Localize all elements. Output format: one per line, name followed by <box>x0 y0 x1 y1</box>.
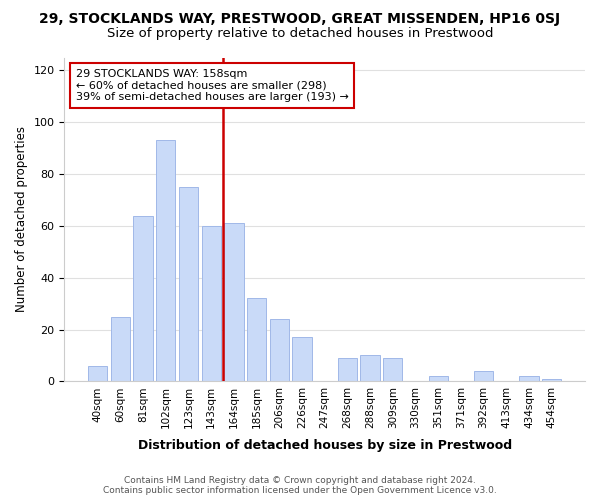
Bar <box>269 319 289 382</box>
Bar <box>111 316 130 382</box>
Text: Size of property relative to detached houses in Prestwood: Size of property relative to detached ho… <box>107 28 493 40</box>
Text: Contains HM Land Registry data © Crown copyright and database right 2024.
Contai: Contains HM Land Registry data © Crown c… <box>103 476 497 495</box>
Bar <box>202 226 221 382</box>
Bar <box>383 358 403 382</box>
Bar <box>292 338 311 382</box>
Bar <box>428 376 448 382</box>
Text: 29, STOCKLANDS WAY, PRESTWOOD, GREAT MISSENDEN, HP16 0SJ: 29, STOCKLANDS WAY, PRESTWOOD, GREAT MIS… <box>40 12 560 26</box>
Bar <box>156 140 175 382</box>
Bar <box>542 379 562 382</box>
Bar <box>224 224 244 382</box>
X-axis label: Distribution of detached houses by size in Prestwood: Distribution of detached houses by size … <box>137 440 512 452</box>
Y-axis label: Number of detached properties: Number of detached properties <box>15 126 28 312</box>
Bar <box>520 376 539 382</box>
Bar <box>474 371 493 382</box>
Bar <box>338 358 357 382</box>
Bar <box>361 356 380 382</box>
Text: 29 STOCKLANDS WAY: 158sqm
← 60% of detached houses are smaller (298)
39% of semi: 29 STOCKLANDS WAY: 158sqm ← 60% of detac… <box>76 69 349 102</box>
Bar <box>179 187 198 382</box>
Bar <box>88 366 107 382</box>
Bar <box>133 216 153 382</box>
Bar <box>247 298 266 382</box>
